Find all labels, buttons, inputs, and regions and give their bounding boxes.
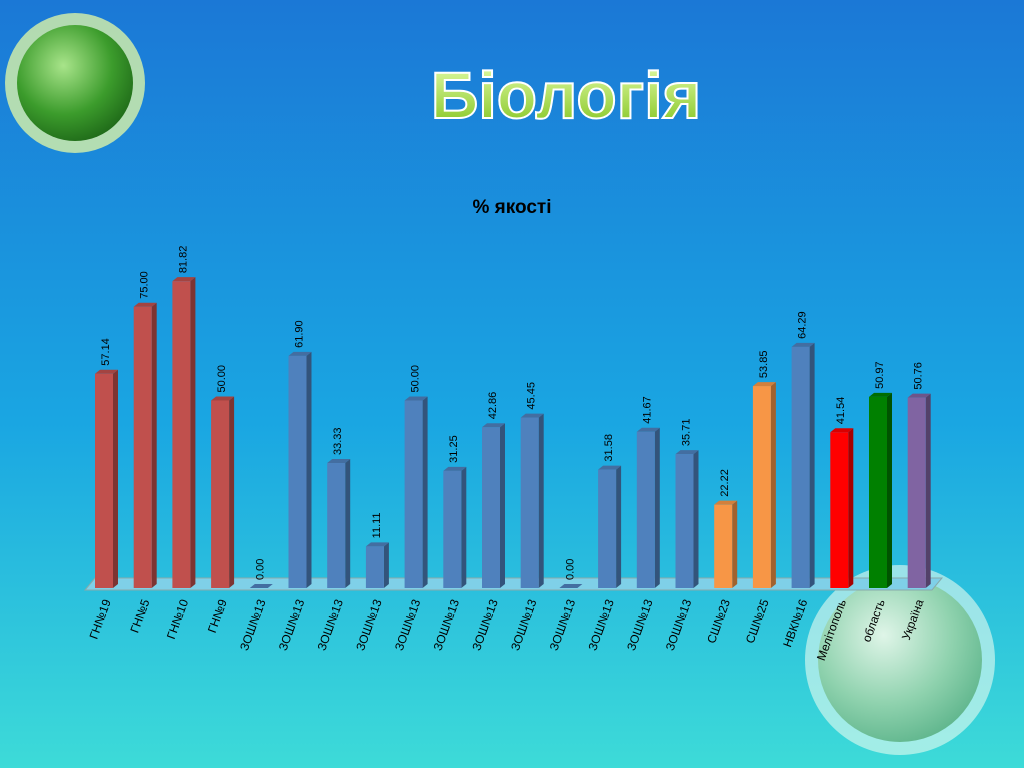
bar-side (113, 369, 118, 588)
value-label: 50.00 (410, 365, 422, 393)
bar (133, 306, 152, 588)
value-label: 61.90 (293, 320, 305, 348)
value-label: 75.00 (139, 271, 151, 299)
bar-top (482, 423, 505, 428)
bar (636, 431, 655, 588)
bar (365, 546, 384, 588)
value-label: 42.86 (487, 392, 499, 420)
bar-top (907, 393, 931, 398)
bar-top (211, 396, 235, 401)
bar-top (675, 450, 699, 455)
bar-top (327, 459, 351, 464)
bar (95, 373, 113, 588)
bar-side (422, 396, 428, 588)
bar (482, 427, 500, 588)
bar-side (770, 382, 776, 588)
bar-top (791, 342, 815, 347)
value-label: 31.25 (448, 435, 460, 463)
bar-side (151, 302, 157, 588)
value-label: 22.22 (719, 469, 731, 497)
value-label: 33.33 (332, 427, 344, 455)
bar (404, 400, 423, 588)
bar-top (404, 396, 428, 401)
value-label: 50.76 (913, 362, 925, 390)
bar-top (133, 302, 157, 307)
bar (211, 400, 230, 588)
globe (818, 578, 982, 742)
value-label: 41.67 (642, 396, 654, 424)
bar-top (636, 427, 660, 432)
bar-top (869, 392, 892, 397)
bar-side (616, 465, 622, 588)
bar-side (345, 459, 351, 588)
value-label: 41.54 (835, 397, 847, 425)
value-label: 0.00 (564, 559, 576, 580)
bar-side (732, 500, 738, 588)
bar-top (559, 584, 583, 588)
value-label: 81.82 (177, 246, 189, 274)
chart-title: % якості (472, 197, 551, 218)
bar (520, 417, 539, 588)
value-label: 11.11 (371, 512, 383, 538)
bar-top (172, 277, 196, 282)
bar (791, 346, 810, 588)
bar (752, 386, 771, 588)
bar-side (538, 413, 544, 588)
bar (288, 355, 307, 588)
value-label: 57.14 (100, 338, 112, 366)
value-label: 0.00 (255, 559, 267, 580)
bar-top (752, 382, 776, 387)
bar-side (461, 466, 467, 588)
value-label: 35.71 (680, 419, 692, 447)
bar-top (249, 584, 273, 588)
bar-top (520, 413, 544, 418)
bar (598, 469, 617, 588)
slide-title: Біологія (431, 58, 701, 132)
bar-side (693, 450, 699, 588)
value-label: 50.00 (216, 365, 228, 393)
bar-side (887, 392, 892, 588)
globe (17, 25, 133, 141)
bar-side (229, 396, 235, 588)
bar-top (830, 428, 854, 433)
bar-side (809, 342, 815, 588)
bar (869, 396, 887, 588)
value-label: 64.29 (797, 311, 809, 339)
bar-top (443, 466, 467, 471)
bar (443, 470, 462, 588)
bar-top (598, 465, 622, 470)
bar-side (190, 277, 196, 588)
bar (714, 504, 733, 588)
bar-side (654, 427, 660, 588)
value-label: 45.45 (526, 382, 538, 410)
bar-side (383, 542, 389, 588)
value-label: 50.97 (874, 361, 886, 389)
bar (172, 281, 191, 588)
bar-top (714, 500, 738, 505)
bar (830, 432, 849, 588)
bar (327, 463, 346, 588)
bar (907, 397, 926, 588)
bar-top (288, 351, 312, 356)
bar (675, 454, 694, 588)
value-label: 53.85 (758, 351, 770, 379)
value-label: 31.58 (603, 434, 615, 462)
bar-top (95, 369, 118, 374)
bar-side (500, 423, 505, 588)
bar-side (925, 393, 931, 588)
bar-top (365, 542, 389, 547)
bar-side (848, 428, 854, 588)
bar-side (306, 351, 312, 588)
